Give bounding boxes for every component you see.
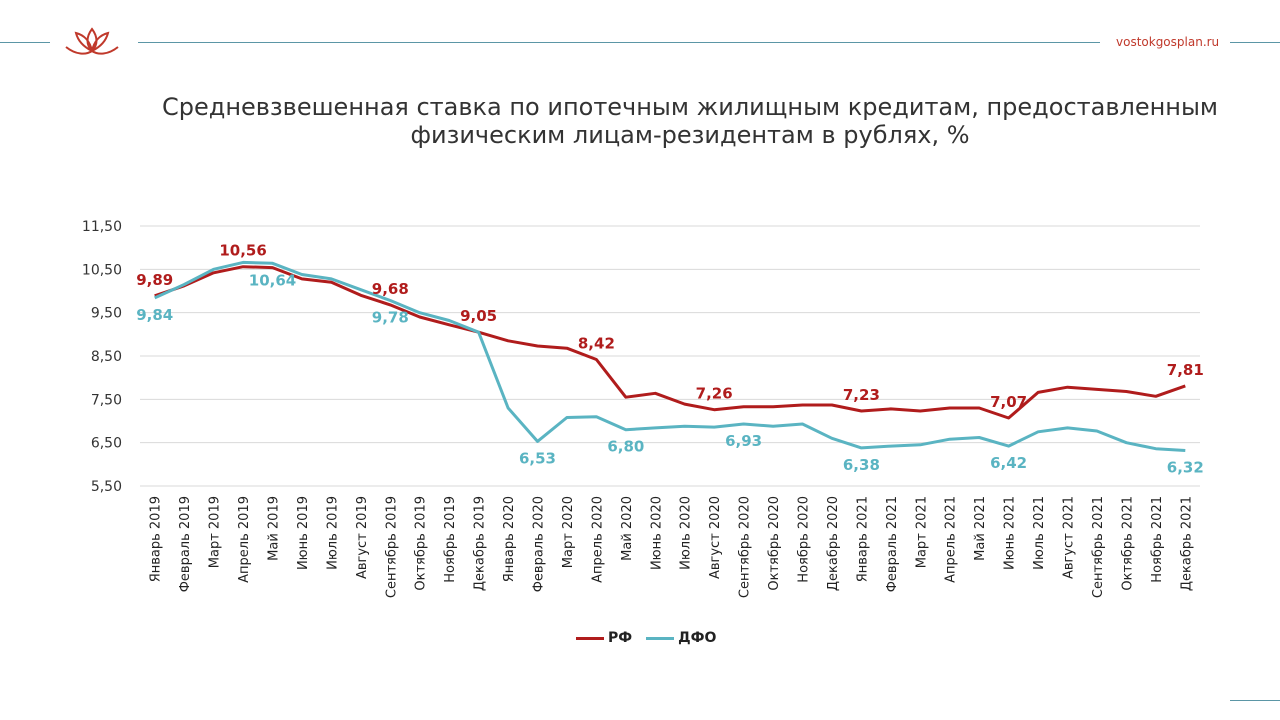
- legend-item-rf: РФ: [576, 630, 632, 646]
- gridlines: [140, 225, 1200, 487]
- x-tick-label: Январь 2021: [855, 496, 870, 582]
- data-label: 9,84: [136, 306, 173, 324]
- x-tick-label: Май 2019: [267, 496, 282, 561]
- x-tick-label: Июнь 2019: [296, 496, 311, 570]
- header-rule-left: [0, 42, 50, 43]
- data-label: 9,78: [372, 309, 409, 327]
- data-label: 6,53: [519, 449, 556, 467]
- data-label: 6,32: [1167, 458, 1204, 476]
- legend-swatch-rf: [576, 636, 604, 640]
- x-tick-label: Июль 2019: [325, 496, 340, 570]
- site-url[interactable]: vostokgosplan.ru: [1116, 35, 1220, 49]
- data-label: 7,26: [696, 385, 733, 403]
- x-tick-label: Апрель 2019: [237, 496, 252, 583]
- data-label: 7,23: [843, 386, 880, 404]
- chart-title: Средневзвешенная ставка по ипотечным жил…: [160, 93, 1220, 149]
- y-tick-label: 10,50: [82, 262, 122, 278]
- y-tick-label: 6,50: [91, 436, 122, 452]
- x-tick-label: Август 2021: [1062, 496, 1077, 579]
- data-label: 8,42: [578, 334, 615, 352]
- x-tick-label: Март 2020: [561, 496, 576, 568]
- data-label: 10,56: [219, 242, 266, 260]
- x-tick-label: Март 2021: [914, 496, 929, 568]
- x-tick-label: Ноябрь 2021: [1150, 496, 1165, 583]
- y-tick-label: 7,50: [91, 392, 122, 408]
- legend-item-dfo: ДФО: [646, 630, 716, 646]
- chart-legend: РФ ДФО: [576, 630, 730, 646]
- x-tick-label: Январь 2020: [502, 496, 517, 582]
- x-tick-label: Сентябрь 2019: [384, 496, 399, 598]
- series-line-dfo: [154, 260, 1186, 452]
- x-tick-label: Ноябрь 2019: [443, 496, 458, 583]
- legend-label-rf: РФ: [608, 630, 633, 646]
- y-tick-label: 11,50: [82, 219, 122, 235]
- x-tick-label: Декабрь 2019: [473, 496, 488, 591]
- x-tick-label: Август 2019: [355, 496, 370, 579]
- data-label: 6,42: [990, 454, 1027, 472]
- x-tick-label: Апрель 2021: [944, 496, 959, 583]
- x-axis: Январь 2019 Февраль 2019 Март 2019 Апрель 2…: [149, 496, 1195, 598]
- data-label: 6,38: [843, 456, 880, 474]
- data-label: 7,81: [1167, 361, 1204, 379]
- x-tick-label: Апрель 2020: [590, 496, 605, 583]
- x-tick-label: Ноябрь 2020: [797, 496, 812, 583]
- x-tick-label: Сентябрь 2021: [1091, 496, 1106, 598]
- data-label: 9,68: [372, 280, 409, 298]
- y-axis: 5,50 6,50 7,50 8,50 9,50 10,50 11,50: [82, 219, 122, 495]
- series-line-rf: [154, 265, 1186, 420]
- data-label: 9,89: [136, 271, 173, 289]
- x-tick-label: Июнь 2021: [1003, 496, 1018, 570]
- x-tick-label: Февраль 2020: [532, 496, 547, 592]
- x-tick-label: Декабрь 2021: [1179, 496, 1194, 591]
- legend-swatch-dfo: [646, 636, 675, 640]
- chart-title-line-1: Средневзвешенная ставка по ипотечным жил…: [161, 93, 1219, 121]
- x-tick-label: Июль 2020: [679, 496, 694, 570]
- header-rule-main: [138, 42, 1100, 43]
- x-tick-label: Февраль 2019: [178, 496, 193, 592]
- x-tick-label: Июль 2021: [1032, 496, 1047, 570]
- data-label: 7,07: [990, 393, 1027, 411]
- y-tick-label: 9,50: [91, 306, 122, 322]
- x-tick-label: Май 2021: [973, 496, 988, 561]
- chart-title-line-2: физическим лицам-резидентам в рублях, %: [410, 121, 970, 149]
- x-tick-label: Октябрь 2021: [1120, 496, 1135, 591]
- lotus-logo-icon: [65, 27, 119, 55]
- x-tick-label: Май 2020: [620, 496, 635, 561]
- x-tick-label: Август 2020: [708, 496, 723, 579]
- x-tick-label: Июнь 2020: [649, 496, 664, 570]
- x-tick-label: Февраль 2021: [885, 496, 900, 592]
- x-tick-label: Январь 2019: [149, 496, 164, 582]
- data-label: 6,93: [725, 432, 762, 450]
- data-labels: 9,89 10,56 9,68 9,05 8,42 7,26 7,23 7,07 7,81 9,8…: [136, 242, 1204, 477]
- x-tick-label: Март 2019: [208, 496, 223, 568]
- series-lines: [154, 260, 1186, 452]
- x-tick-label: Декабрь 2020: [826, 496, 841, 591]
- data-label: 10,64: [249, 271, 296, 289]
- y-tick-label: 5,50: [91, 479, 122, 495]
- header-rule-right: [1230, 42, 1280, 43]
- data-label: 9,05: [460, 307, 497, 325]
- footer-rule-right: [1230, 700, 1280, 701]
- x-tick-label: Октябрь 2020: [767, 496, 782, 591]
- y-tick-label: 8,50: [91, 349, 122, 365]
- legend-label-dfo: ДФО: [678, 630, 717, 646]
- x-tick-label: Октябрь 2019: [414, 496, 429, 591]
- data-label: 6,80: [607, 438, 644, 456]
- x-tick-label: Сентябрь 2020: [738, 496, 753, 598]
